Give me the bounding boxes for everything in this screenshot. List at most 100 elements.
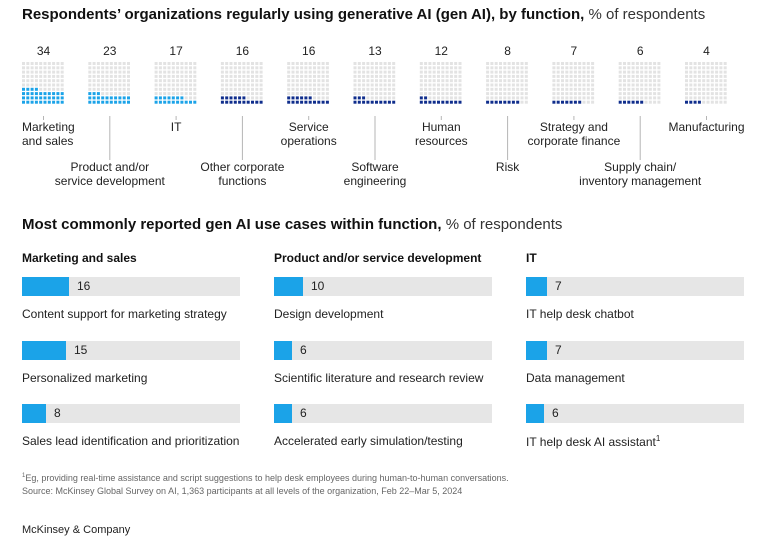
waffle-cell-empty xyxy=(710,83,714,87)
waffle-cell-empty xyxy=(561,92,564,96)
waffle-cell-empty xyxy=(379,92,383,96)
waffle-cell-empty xyxy=(114,70,118,74)
bar-category-label: Content support for marketing strategy xyxy=(22,307,227,321)
waffle-cell-empty xyxy=(511,70,515,74)
waffle-cell-empty xyxy=(578,66,582,70)
waffle-cell-empty xyxy=(552,70,556,74)
waffle-cell-empty xyxy=(118,87,122,91)
waffle-cell-empty xyxy=(357,92,361,96)
waffle-cell-empty xyxy=(163,87,167,91)
waffle-cell-empty xyxy=(710,96,714,100)
waffle-cell-empty xyxy=(710,62,714,65)
waffle-cell-empty xyxy=(657,96,661,100)
waffle-cell-empty xyxy=(118,66,122,70)
waffle-cell-empty xyxy=(255,66,259,70)
waffle-category-label: Human xyxy=(422,120,461,134)
waffle-cell-empty xyxy=(379,96,383,100)
waffle-cell-empty xyxy=(52,79,56,83)
waffle-cell-empty xyxy=(189,92,192,96)
waffle-cell-empty xyxy=(520,62,524,65)
waffle-cell-empty xyxy=(379,74,383,78)
waffle-cell-filled xyxy=(578,100,582,104)
waffle-cell-filled xyxy=(163,96,167,100)
waffle-cell-empty xyxy=(618,74,622,78)
waffle-cell-empty xyxy=(631,74,635,78)
waffle-value: 16 xyxy=(236,44,250,58)
waffle-cell-empty xyxy=(26,70,30,74)
bar-track: 15 xyxy=(22,341,240,360)
waffle-cell-empty xyxy=(30,79,34,83)
waffle-cell-empty xyxy=(640,62,644,65)
waffle-cell-empty xyxy=(105,79,109,83)
waffle-value: 17 xyxy=(169,44,183,58)
waffle-cell-empty xyxy=(387,92,391,96)
waffle-cell-empty xyxy=(127,62,130,65)
waffle-cell-empty xyxy=(428,74,432,78)
waffle-cell-empty xyxy=(321,74,325,78)
waffle-cell-empty xyxy=(516,96,520,100)
waffle-cell-empty xyxy=(635,70,639,74)
waffle-cell-empty xyxy=(578,74,582,78)
waffle-cell-empty xyxy=(697,79,701,83)
waffle-cell-empty xyxy=(710,74,714,78)
waffle-cell-empty xyxy=(158,74,162,78)
waffle-cell-empty xyxy=(503,92,507,96)
waffle-cell-filled xyxy=(39,96,43,100)
waffle-cell-empty xyxy=(494,92,498,96)
waffle-cell-empty xyxy=(627,70,631,74)
waffle-cell-filled xyxy=(300,96,304,100)
waffle-cell-empty xyxy=(648,100,652,104)
waffle-cell-empty xyxy=(220,62,224,65)
waffle-cell-filled xyxy=(353,96,357,100)
waffle-cell-empty xyxy=(105,74,109,78)
waffle-cell-empty xyxy=(503,62,507,65)
waffle-cell-empty xyxy=(308,62,312,65)
waffle-cell-filled xyxy=(39,92,43,96)
waffle-cell-empty xyxy=(295,74,299,78)
waffle-cell-empty xyxy=(494,66,498,70)
waffle-cell-empty xyxy=(325,83,329,87)
waffle-cell-empty xyxy=(561,96,564,100)
waffle-cell-empty xyxy=(370,70,374,74)
waffle-cell-empty xyxy=(56,83,60,87)
waffle-cell-empty xyxy=(432,92,436,96)
waffle-cell-empty xyxy=(511,62,515,65)
waffle-cell-empty xyxy=(644,87,648,91)
waffle-cell-empty xyxy=(229,83,233,87)
waffle-cell-empty xyxy=(114,92,118,96)
chart-title-bold: Respondents’ organizations regularly usi… xyxy=(22,6,585,23)
waffle-cell-empty xyxy=(118,74,122,78)
waffle-cell-empty xyxy=(383,66,387,70)
waffle-cell-empty xyxy=(578,87,582,91)
waffle-cell-empty xyxy=(366,87,370,91)
waffle-cell-empty xyxy=(710,87,714,91)
waffle-cell-empty xyxy=(304,70,308,74)
waffle-cell-empty xyxy=(184,83,188,87)
waffle-cell-empty xyxy=(109,87,113,91)
waffle-cell-filled xyxy=(693,100,697,104)
waffle-cell-empty xyxy=(122,62,126,65)
waffle-cell-empty xyxy=(723,100,727,104)
waffle-cell-empty xyxy=(229,66,233,70)
waffle-cell-empty xyxy=(366,70,370,74)
waffle-cell-filled xyxy=(101,96,105,100)
waffle-cell-filled xyxy=(375,100,378,104)
use-cases-title-unit: % of respondents xyxy=(445,216,563,233)
waffle-cell-filled xyxy=(445,100,449,104)
waffle-cell-empty xyxy=(392,62,396,65)
waffle-cell-empty xyxy=(582,79,586,83)
waffle-cell-empty xyxy=(392,66,396,70)
waffle-cell-empty xyxy=(88,79,92,83)
waffle-cell-filled xyxy=(229,96,233,100)
waffle-cell-empty xyxy=(362,83,366,87)
waffle-cell-empty xyxy=(229,87,233,91)
waffle-cell-empty xyxy=(56,74,60,78)
waffle-value: 7 xyxy=(571,44,578,58)
waffle-group: 17 IT xyxy=(154,44,197,134)
waffle-cell-empty xyxy=(591,83,595,87)
waffle-cell-empty xyxy=(30,70,34,74)
waffle-cell-empty xyxy=(428,79,432,83)
waffle-cell-empty xyxy=(163,83,167,87)
waffle-cell-empty xyxy=(101,74,105,78)
